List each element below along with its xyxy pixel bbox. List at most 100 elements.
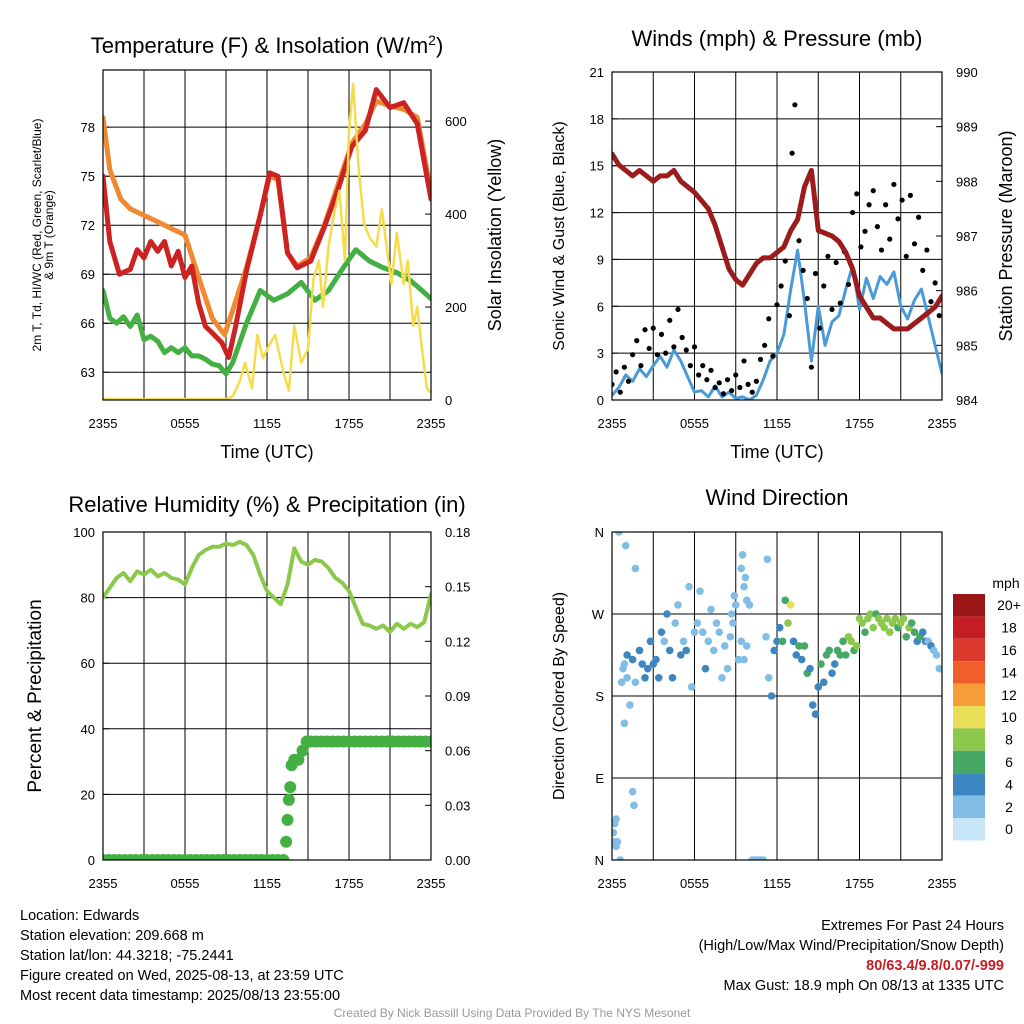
data-point [775,623,784,632]
data-point [738,550,747,559]
series-2m-td [103,247,431,377]
data-point [634,338,640,344]
data-point [687,683,696,691]
data-point [654,673,663,682]
data-point [854,191,860,197]
data-point [782,258,788,264]
data-point [936,313,942,319]
data-point [837,300,843,306]
plot-area [103,82,431,400]
data-point [690,628,699,637]
data-point [745,381,751,387]
data-point [625,378,632,384]
data-point [829,306,835,313]
data-point [281,813,294,826]
y2-tick-label: 0.09 [445,689,470,704]
data-point [932,651,941,659]
data-point [642,327,648,333]
data-point [742,596,751,605]
data-point [862,228,868,234]
data-point [635,646,644,655]
series-relative-humidity [103,539,431,634]
x-tick-label: 1755 [335,876,364,891]
data-point [833,259,839,266]
data-point [641,673,649,682]
data-point [878,247,885,253]
y-tick-label: 20 [81,787,95,802]
data-point [701,664,710,673]
data-point [730,591,739,600]
data-point [650,325,656,331]
y-tick-label: 75 [81,169,95,184]
data-point [646,637,655,646]
data-point [828,669,836,678]
data-point [682,646,691,655]
station-location: Location: Edwards [20,908,140,924]
x-tick-label: 2355 [598,876,627,891]
x-tick-label: 2355 [598,416,627,431]
x-tick-label: 1155 [253,876,281,891]
data-point [693,619,702,627]
data-point [899,197,905,203]
y-tick-label: N [595,525,604,540]
data-point [764,673,773,682]
colorbar-label: 0 [1005,821,1013,837]
y2-tick-label: 990 [956,65,978,80]
data-point [796,238,802,244]
station-latlon: Station lat/lon: 44.3218; -75.2441 [20,948,234,964]
data-point [284,781,297,794]
data-point [737,384,743,391]
colorbar-swatch [953,728,985,751]
x-tick-label: 0555 [680,876,709,891]
data-point [720,642,729,650]
data-point [770,353,776,359]
data-point [808,364,814,370]
y-axis-label: Direction (Colored By Speed) [551,592,568,800]
x-tick-label: 0555 [171,876,200,891]
data-point [620,719,629,728]
data-point [792,102,798,108]
data-point [671,344,677,350]
data-point [623,651,631,659]
data-point [628,787,637,796]
data-point [928,299,934,305]
data-point [845,281,852,288]
recent-timestamp: Most recent data timestamp: 2025/08/13 2… [20,988,341,1004]
x-tick-label: 1755 [845,876,874,891]
data-point [740,582,748,591]
plot-frame [611,531,943,861]
data-point [685,582,693,591]
data-point [907,619,916,627]
data-point [895,216,901,222]
y2-tick-label: 987 [956,229,978,244]
colorbar-label: 2 [1005,799,1013,815]
x-tick-label: 1755 [335,416,364,431]
colorbar-swatch [953,616,985,639]
series-wind-direction [612,532,942,860]
x-tick-label: 1155 [253,416,281,431]
x-tick-label: 2355 [928,876,957,891]
data-point [795,642,803,650]
data-point [907,192,913,198]
data-point [773,637,781,646]
data-point [733,372,739,378]
data-point [880,623,889,632]
data-point [817,660,825,668]
data-point [623,673,631,682]
y-tick-label: 21 [590,65,604,80]
data-point [804,295,810,302]
data-point [812,270,819,277]
series-station-pressure [612,151,942,332]
y2-tick-label: 984 [956,393,978,408]
data-point [786,601,795,609]
figure-created: Figure created on Wed, 2025-08-13, at 23… [20,968,344,984]
data-point [617,389,623,395]
data-point [920,267,926,273]
data-point [658,331,665,337]
data-point [858,244,864,250]
data-point [763,555,772,564]
extremes-panel: Extremes For Past 24 Hours (High/Low/Max… [699,916,1004,996]
title-superscript: 2 [428,32,436,48]
y-tick-label: 3 [597,346,604,361]
data-point [665,646,674,655]
